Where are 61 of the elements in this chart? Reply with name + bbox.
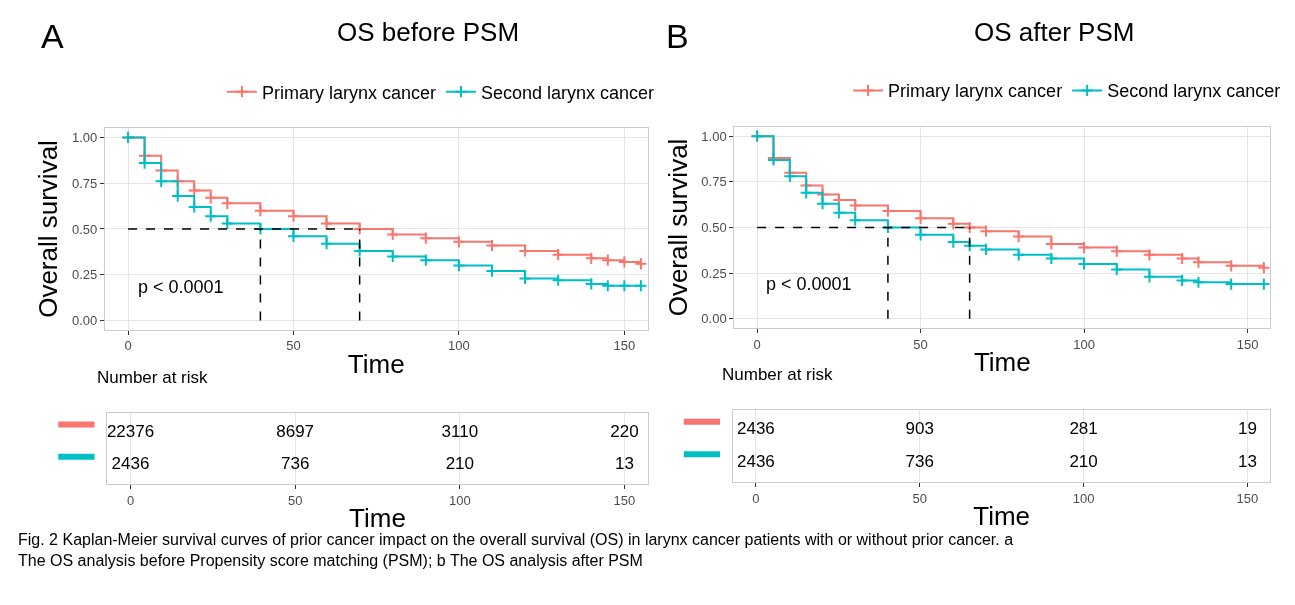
annotation: p < 0.0001 [766, 274, 852, 294]
data-label: 2436 [737, 451, 775, 471]
y-tick-label: 0.00 [71, 313, 98, 329]
data-label: 2436 [111, 453, 150, 473]
y-tick-label: 0.75 [701, 174, 727, 190]
x-tick-label: 100 [1072, 490, 1095, 506]
y-tick-label: 0.50 [71, 221, 98, 237]
chart-title: Number at risk [97, 368, 209, 387]
y-tick-label: 0.25 [71, 267, 98, 283]
x-tick-label: 100 [1073, 336, 1095, 352]
x-tick-label: 0 [126, 492, 135, 508]
x-tick-label: 150 [613, 492, 636, 508]
data-label: 220 [610, 421, 639, 441]
chart-title: Number at risk [722, 365, 834, 384]
x-tick-label: 0 [752, 490, 760, 506]
data-label: 2436 [737, 419, 775, 439]
x-axis-title: Time [973, 347, 1031, 378]
data-label: 13 [1238, 451, 1257, 471]
data-label: 19 [1238, 419, 1257, 439]
chart-title: OS before PSM [337, 17, 520, 47]
data-label: 736 [280, 453, 310, 473]
x-tick-label: 50 [286, 338, 301, 354]
x-axis-title: Time [349, 503, 406, 534]
text: A [41, 17, 64, 55]
data-label: 281 [1069, 419, 1098, 439]
x-tick-label: 50 [287, 492, 303, 508]
y-axis-title: Overall survival [662, 138, 693, 317]
data-label: 3110 [441, 421, 479, 441]
x-tick-label: 0 [124, 338, 132, 354]
legend-label: Primary larynx cancer [261, 82, 436, 103]
data-label: 736 [905, 451, 934, 471]
data-label: 13 [614, 453, 634, 473]
x-tick-label: 0 [753, 336, 761, 352]
data-label: 22376 [106, 421, 155, 441]
legend-label: Second larynx cancer [480, 82, 655, 103]
data-label: 8697 [276, 421, 315, 441]
legend-label: Primary larynx cancer [888, 81, 1063, 102]
x-tick-label: 100 [448, 492, 471, 508]
caption: Fig. 2 Kaplan-Meier survival curves of prior cancer impact on the overall survival (OS) in larynx cancer patients with or without prior cancer. a The OS analysis before Propensity score matching (PSM); b The OS analysis after PSM [18, 531, 1014, 569]
y-tick-label: 0.00 [701, 311, 727, 327]
x-tick-label: 150 [1236, 336, 1259, 352]
legend-label: Second larynx cancer [1107, 81, 1281, 102]
x-tick-label: 150 [613, 338, 636, 354]
data-label: 210 [1069, 451, 1098, 471]
chart-title: OS after PSM [974, 17, 1135, 47]
x-axis-title: Time [973, 501, 1031, 532]
annotation: p < 0.0001 [138, 277, 224, 297]
y-tick-label: 1.00 [71, 129, 98, 145]
y-axis-title: Overall survival [33, 140, 64, 318]
y-tick-label: 1.00 [701, 128, 727, 144]
data-label: 903 [905, 419, 934, 439]
data-label: 210 [445, 453, 474, 473]
y-tick-label: 0.25 [701, 265, 727, 281]
text: B [666, 17, 689, 55]
y-tick-label: 0.50 [701, 220, 727, 236]
x-axis-title: Time [347, 349, 405, 380]
x-tick-label: 100 [448, 338, 470, 354]
x-tick-label: 50 [912, 490, 927, 506]
x-tick-label: 150 [1236, 490, 1259, 506]
y-tick-label: 0.75 [71, 175, 98, 191]
x-tick-label: 50 [913, 336, 928, 352]
